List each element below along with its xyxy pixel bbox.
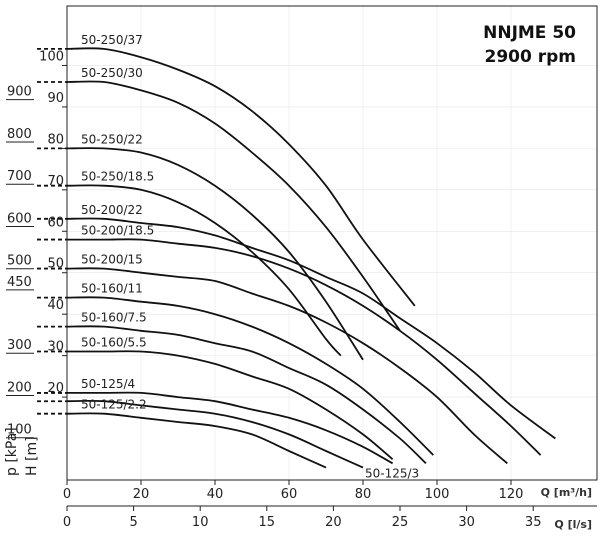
curve-label-11: 50-125/3 (365, 467, 419, 481)
pump-curve-9 (67, 350, 394, 460)
x-ls-tick-label: 25 (392, 515, 409, 530)
curve-label-9: 50-160/5.5 (81, 335, 147, 349)
curve-label-8: 50-160/7.5 (81, 311, 147, 325)
curves (37, 47, 556, 469)
x-flow-ls-label: Q [l/s] (554, 518, 592, 531)
chart-title: NNJME 50 (483, 23, 576, 43)
curve-label-2: 50-250/22 (81, 132, 143, 146)
y-head-tick-label: 80 (47, 132, 64, 147)
x-m3h-tick-label: 100 (425, 487, 450, 502)
pump-curve-7 (66, 296, 434, 456)
y-head-tick-label: 100 (39, 49, 64, 64)
x-flow-m3h-label: Q [m³/h] (541, 486, 592, 499)
y-kpa-tick-label: 600 (7, 211, 32, 226)
curve-label-1: 50-250/30 (81, 66, 143, 80)
pump-curve-0 (66, 47, 416, 307)
x-m3h-tick-label: 0 (63, 487, 71, 502)
x-m3h-tick-label: 80 (355, 487, 372, 502)
y-pressure-label: p [kPa] (4, 427, 20, 476)
curve-label-10: 50-125/4 (81, 377, 135, 391)
x-ls-tick-label: 35 (525, 515, 542, 530)
x-m3h-tick-label: 120 (499, 487, 524, 502)
x-ls-tick-label: 20 (325, 515, 342, 530)
y-kpa-tick-label: 500 (7, 254, 32, 269)
y-kpa-tick-label: 900 (7, 85, 32, 100)
y-kpa-tick-label: 450 (7, 275, 32, 290)
x-ls-tick-label: 5 (129, 515, 137, 530)
x-ls-tick-label: 10 (192, 515, 209, 530)
chart-subtitle: 2900 rpm (485, 47, 577, 67)
y-kpa-tick-label: 300 (7, 338, 32, 353)
x-m3h-tick-label: 20 (133, 487, 150, 502)
curve-label-0: 50-250/37 (81, 33, 143, 47)
x-ls-tick-label: 0 (63, 515, 71, 530)
pump-curve-5 (67, 238, 542, 456)
plot-frame (66, 5, 598, 481)
pump-curve-11 (66, 399, 364, 469)
curve-label-7: 50-160/11 (81, 282, 143, 296)
y-kpa-tick-label: 700 (7, 169, 32, 184)
y-kpa-tick-label: 100 (7, 423, 32, 438)
curve-labels: 50-250/37 50-250/30 50-250/22 50-250/18.5 50… (81, 33, 419, 481)
x-ls-tick-label: 30 (458, 515, 475, 530)
pump-curve-10 (66, 391, 394, 465)
pump-curve-3 (66, 184, 342, 357)
x-ls-tick-label: 15 (259, 515, 276, 530)
pump-curve-6 (66, 267, 508, 465)
y-kpa-tick-label: 200 (7, 380, 32, 395)
x-m3h-tick-label: 40 (207, 487, 224, 502)
pump-curve-4 (66, 217, 556, 440)
grid (67, 6, 597, 480)
y-kpa-tick-label: 800 (7, 127, 32, 142)
y-head-label: H [m] (24, 436, 40, 476)
curve-label-4: 50-200/22 (81, 203, 143, 217)
x-m3h-tick-label: 60 (281, 487, 298, 502)
pump-curve-12 (66, 412, 327, 469)
pump-curve-8 (66, 325, 427, 465)
y-head-tick-label: 60 (47, 215, 64, 230)
curve-label-5: 50-200/18.5 (81, 224, 154, 238)
y-head-tick-label: 90 (47, 91, 64, 106)
pump-curve-1 (66, 80, 401, 332)
y-head-tick-label: 40 (47, 298, 64, 313)
curve-label-6: 50-200/15 (81, 253, 143, 267)
curve-label-3: 50-250/18.5 (81, 170, 154, 184)
pump-curve-2 (66, 147, 364, 361)
curve-label-12: 50-125/2.2 (81, 398, 147, 412)
